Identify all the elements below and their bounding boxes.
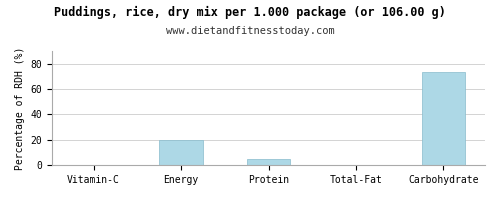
Bar	[246, 159, 290, 165]
Y-axis label: Percentage of RDH (%): Percentage of RDH (%)	[15, 46, 25, 170]
Bar	[159, 140, 203, 165]
Text: www.dietandfitnesstoday.com: www.dietandfitnesstoday.com	[166, 26, 334, 36]
Text: Puddings, rice, dry mix per 1.000 package (or 106.00 g): Puddings, rice, dry mix per 1.000 packag…	[54, 6, 446, 19]
Bar	[422, 72, 466, 165]
